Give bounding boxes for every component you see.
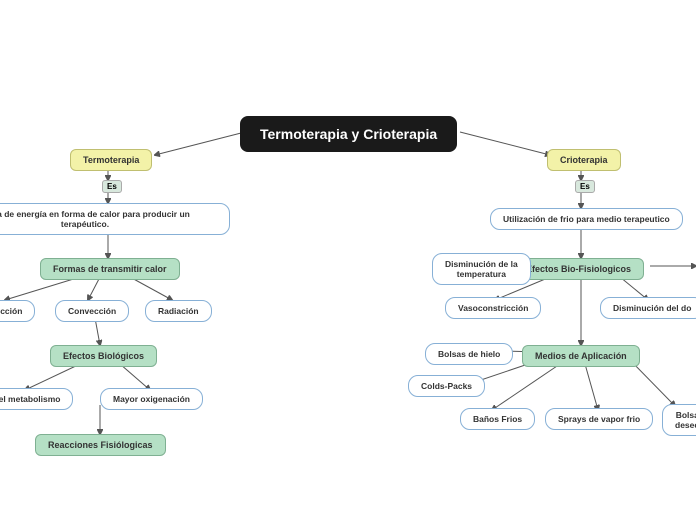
node-oxigen: Mayor oxigenación: [100, 388, 203, 410]
edge: [460, 132, 550, 155]
node-crio: Crioterapia: [547, 149, 621, 171]
node-root: Termoterapia y Crioterapia: [240, 116, 457, 152]
node-efectos_bio: Efectos Biológicos: [50, 345, 157, 367]
edge: [120, 364, 150, 390]
node-bolsas_hielo: Bolsas de hielo: [425, 343, 513, 365]
node-es1: Es: [102, 180, 122, 193]
node-efectos_crio: Efectos Bio-Fisiologicos: [513, 258, 644, 280]
edge: [630, 360, 675, 406]
node-es2: Es: [575, 180, 595, 193]
node-metabolismo: ora el metabolismo: [0, 388, 73, 410]
node-bolsas_desech: Bolsasdesech: [662, 404, 696, 436]
edge: [25, 364, 80, 390]
node-dism_dolor: Disminución del do: [600, 297, 696, 319]
edge: [95, 318, 100, 345]
node-dism_temp: Disminución de latemperatura: [432, 253, 531, 285]
node-banos: Baños Frios: [460, 408, 535, 430]
node-medios: Medios de Aplicación: [522, 345, 640, 367]
edge: [130, 277, 172, 300]
node-vasocon: Vasoconstricción: [445, 297, 541, 319]
node-conduccion: ucción: [0, 300, 35, 322]
edge: [155, 132, 245, 155]
node-termo_desc: encia de energía en forma de calor para …: [0, 203, 230, 235]
node-sprays: Sprays de vapor frio: [545, 408, 653, 430]
node-conveccion: Convección: [55, 300, 129, 322]
edge: [5, 277, 80, 300]
edge: [492, 364, 560, 410]
node-reacciones: Reacciones Fisiólogicas: [35, 434, 166, 456]
node-termo: Termoterapia: [70, 149, 152, 171]
node-radiacion: Radiación: [145, 300, 212, 322]
edge: [585, 364, 598, 410]
node-formas: Formas de transmitir calor: [40, 258, 180, 280]
node-colds: Colds-Packs: [408, 375, 485, 397]
edge: [88, 277, 100, 300]
node-crio_desc: Utilización de frio para medio terapeuti…: [490, 208, 683, 230]
